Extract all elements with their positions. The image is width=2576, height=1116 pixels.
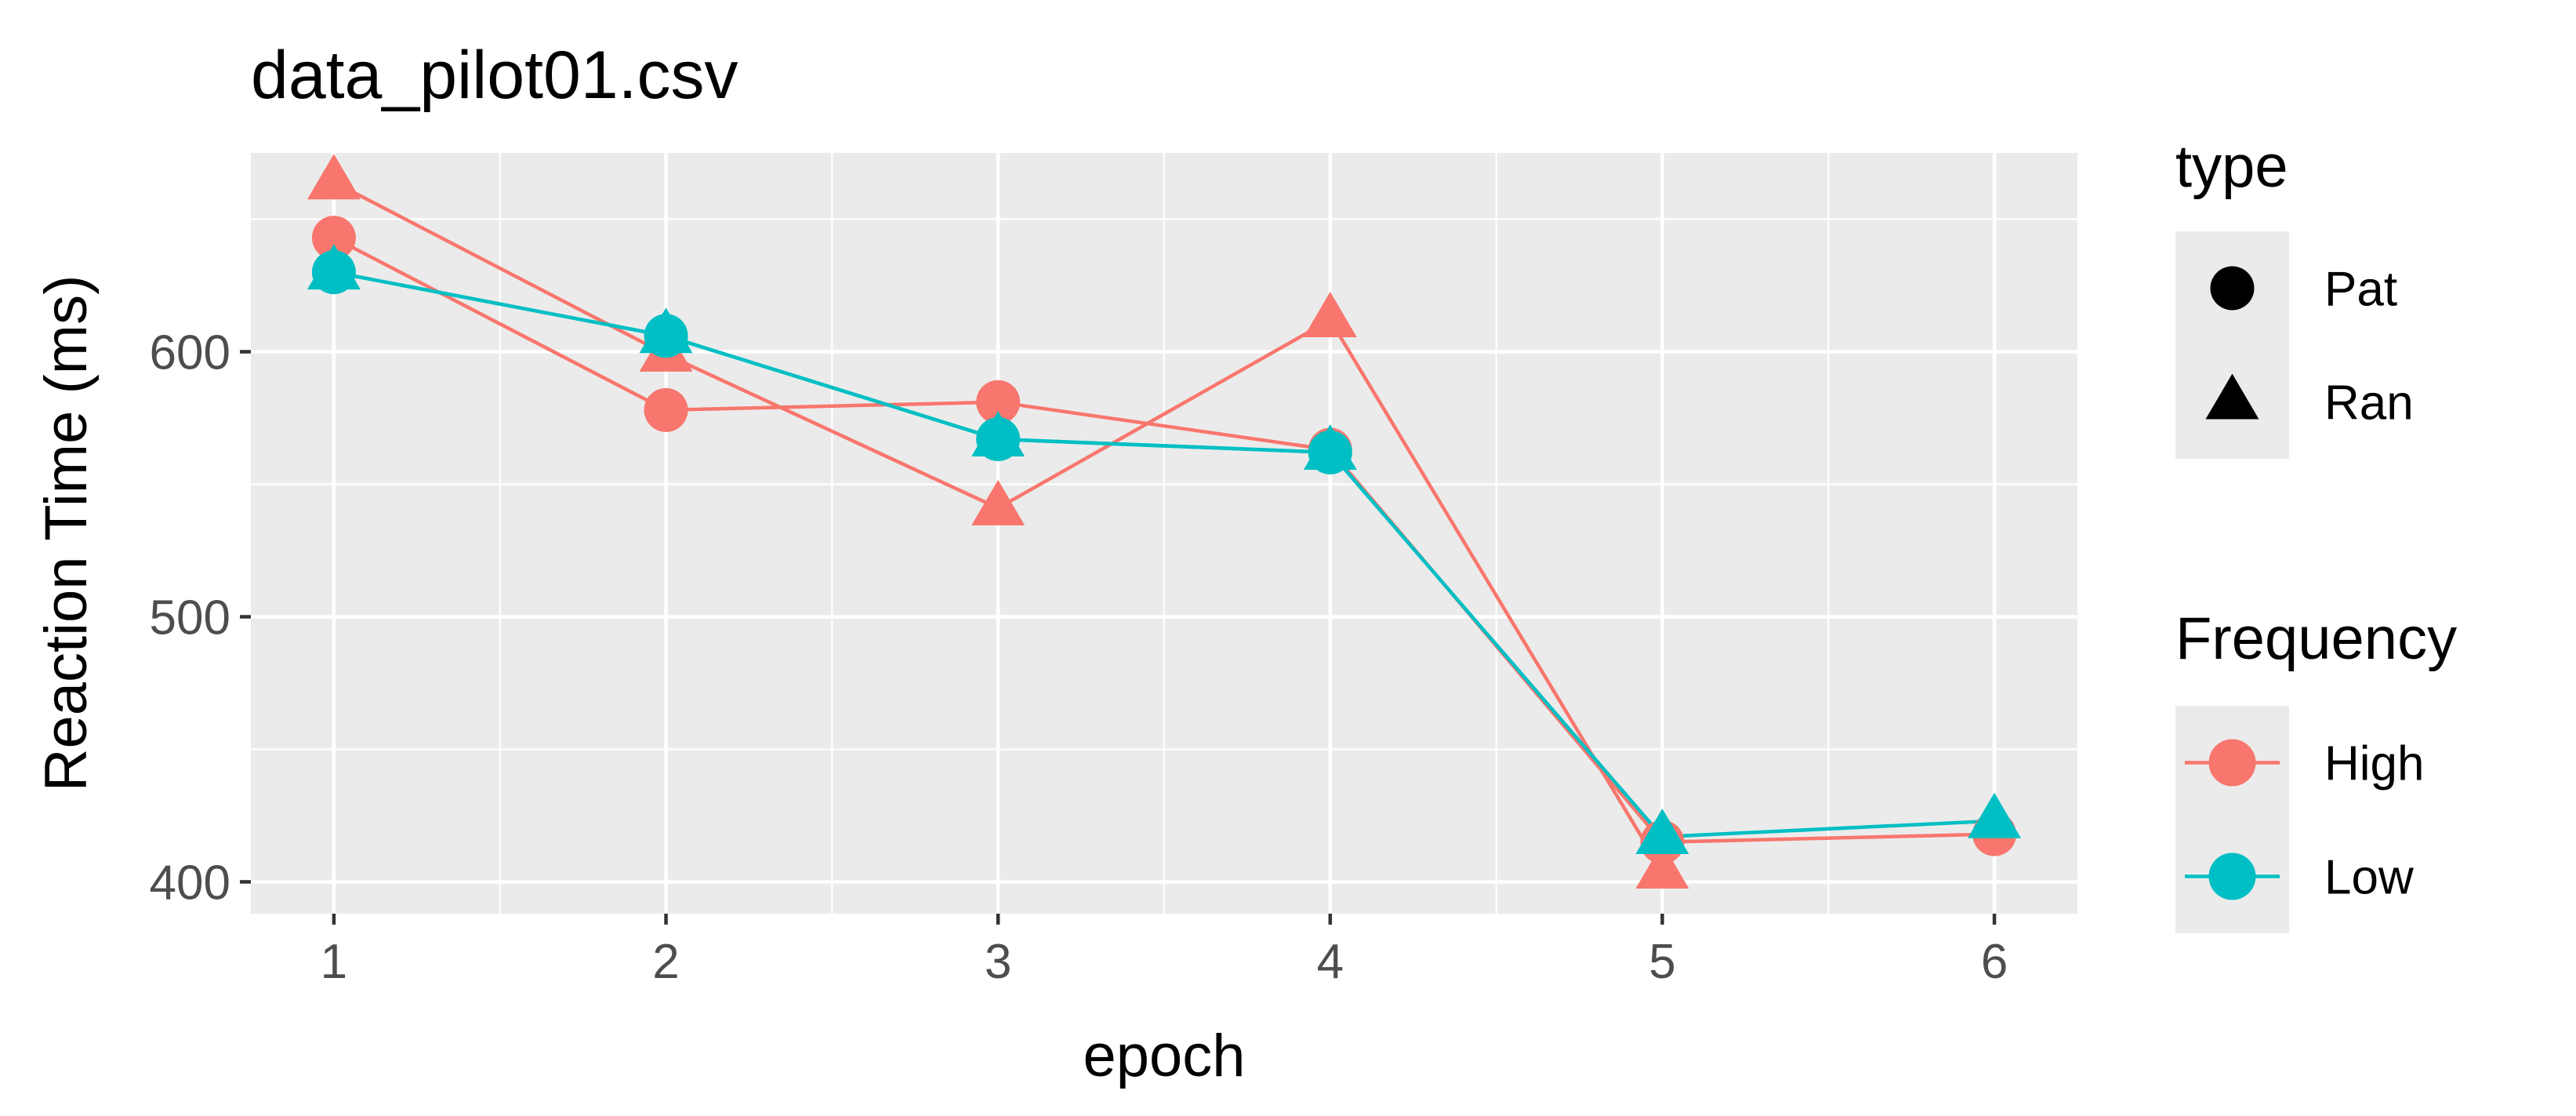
x-tick-label: 2	[652, 935, 679, 989]
legend-title-frequency: Frequency	[2175, 605, 2457, 672]
x-tick-label: 5	[1649, 935, 1675, 989]
y-tick-label: 400	[150, 856, 230, 910]
legend-key-pat	[2211, 267, 2255, 311]
x-tick-label: 6	[1981, 935, 2008, 989]
legend-label-low: Low	[2324, 851, 2414, 905]
legend-title-type: type	[2175, 133, 2288, 200]
x-tick-label: 4	[1317, 935, 1344, 989]
legend-key-low	[2209, 853, 2256, 900]
data-point-high-pat	[644, 388, 688, 432]
legend: type Pat Ran Frequency High Low	[2175, 133, 2457, 933]
y-axis-title: Reaction Time (ms)	[33, 275, 100, 792]
y-tick-label: 600	[150, 325, 230, 380]
legend-label-pat: Pat	[2324, 263, 2397, 317]
legend-key-high	[2209, 740, 2256, 787]
chart-title: data_pilot01.csv	[251, 38, 738, 113]
legend-label-high: High	[2324, 737, 2425, 791]
x-tick-label: 3	[985, 935, 1011, 989]
x-axis-title: epoch	[1083, 1023, 1245, 1089]
x-tick-label: 1	[321, 935, 347, 989]
legend-label-ran: Ran	[2324, 376, 2414, 431]
y-tick-label: 500	[150, 591, 230, 645]
